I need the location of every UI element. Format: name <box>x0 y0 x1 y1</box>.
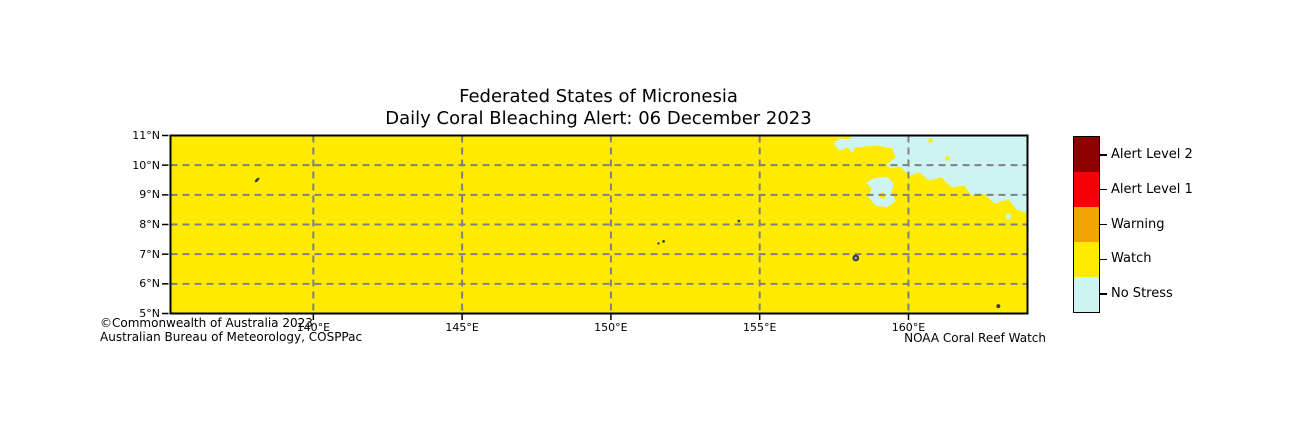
map-border <box>169 134 1029 315</box>
y-axis-label: 8°N <box>139 218 160 231</box>
y-axis-label: 11°N <box>132 129 160 142</box>
legend-label: Alert Level 2 <box>1111 146 1193 162</box>
legend-label: Alert Level 1 <box>1111 181 1193 197</box>
y-axis-label: 5°N <box>139 307 160 320</box>
credit-line1: ©Commonwealth of Australia 2023 <box>100 316 313 330</box>
legend-tick-mark <box>1100 258 1107 261</box>
legend-label: No Stress <box>1111 286 1173 302</box>
x-axis-label: 150°E <box>594 321 628 334</box>
axis-ticks <box>162 134 910 320</box>
island-dot <box>657 242 660 245</box>
legend-label: Watch <box>1111 251 1152 267</box>
island-dot-center <box>854 256 858 260</box>
grid-lines <box>170 135 1028 314</box>
x-axis-label: 160°E <box>891 321 926 334</box>
island-dot <box>996 304 1001 309</box>
no-stress-speckle <box>1005 213 1012 220</box>
y-axis-label: 9°N <box>139 188 160 202</box>
y-axis-label: 6°N <box>139 277 160 291</box>
island-dot <box>254 177 260 183</box>
no-stress-patch <box>866 176 896 208</box>
legend-swatch <box>1074 137 1099 172</box>
legend-swatch <box>1074 242 1099 277</box>
x-axis-label: 140°E <box>296 321 331 334</box>
watch-speckle <box>945 156 950 161</box>
map-title: Federated States of Micronesia Daily Cor… <box>170 86 1027 130</box>
island-dots <box>254 177 1001 309</box>
x-axis-label: 155°E <box>742 321 777 334</box>
island-dot <box>662 240 665 243</box>
x-axis-label: 145°E <box>445 321 479 334</box>
legend-swatch <box>1074 277 1099 312</box>
legend-tick-mark <box>1100 223 1107 226</box>
watch-peninsula <box>852 145 896 167</box>
coral-bleaching-map <box>162 134 1029 320</box>
watch-speckle <box>928 138 933 143</box>
legend-swatch <box>1074 172 1099 207</box>
credit-line2: Australian Bureau of Meteorology, COSPPa… <box>100 329 363 344</box>
credits: ©Commonwealth of Australia 2023 Australi… <box>100 316 363 344</box>
y-axis-label: 7°N <box>139 247 160 261</box>
legend-colorbar <box>1073 136 1100 313</box>
legend-tick-mark <box>1100 154 1107 156</box>
noaa-credit: NOAA Coral Reef Watch <box>904 331 1046 345</box>
legend-tick-mark <box>1100 188 1107 191</box>
map-title-line2: Daily Coral Bleaching Alert: 06 December… <box>385 108 812 129</box>
legend-swatch <box>1074 207 1099 242</box>
legend-label: Warning <box>1111 216 1165 232</box>
island-dot <box>737 219 741 223</box>
y-axis-label: 10°N <box>132 158 160 172</box>
map-title-line1: Federated States of Micronesia <box>459 86 738 107</box>
legend-tick-mark <box>1100 293 1107 295</box>
